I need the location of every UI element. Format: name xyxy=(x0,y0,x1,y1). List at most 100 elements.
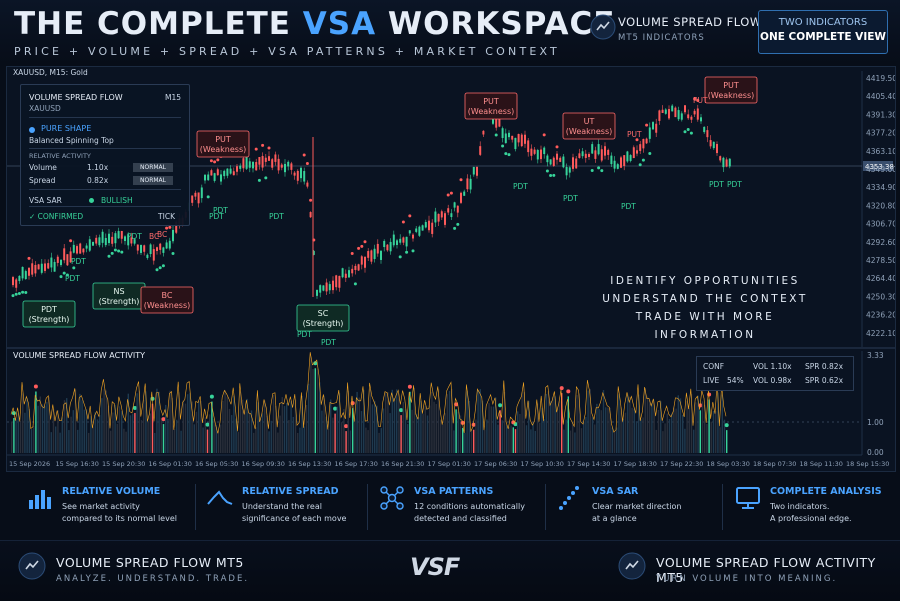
candle-body xyxy=(645,138,648,144)
annotation-box xyxy=(196,130,250,158)
candle-body xyxy=(194,192,197,197)
activity-bar xyxy=(477,390,479,453)
overlay-message: IDENTIFY OPPORTUNITIES UNDERSTAND THE CO… xyxy=(590,272,820,344)
sar-dot xyxy=(542,133,546,137)
activity-bar-highlight xyxy=(134,412,136,453)
annotation-label: (Strength) xyxy=(29,315,70,324)
candle-body xyxy=(124,236,126,242)
candle-body xyxy=(120,231,123,239)
candle-body xyxy=(476,166,478,176)
sar-dot xyxy=(254,147,258,151)
candle-body xyxy=(575,158,578,169)
activity-bar xyxy=(231,415,233,453)
candle-body xyxy=(479,146,482,155)
candle-body xyxy=(168,240,171,249)
sar-dot xyxy=(449,191,453,195)
activity-bar xyxy=(288,420,290,453)
activity-bar-highlight xyxy=(352,408,354,453)
activity-bar xyxy=(96,419,99,453)
activity-bar xyxy=(270,420,272,453)
sar-dot xyxy=(69,239,73,243)
title-accent: VSA xyxy=(302,6,377,42)
activity-dot xyxy=(161,417,166,422)
time-tick-label: 17 Sep 10:30 xyxy=(521,460,564,468)
candle-body xyxy=(66,254,69,266)
candle-body xyxy=(204,174,206,181)
activity-bar xyxy=(336,406,338,453)
activity-bar-highlight xyxy=(512,427,514,453)
activity-bar xyxy=(510,425,512,453)
candle-body xyxy=(706,130,709,138)
activity-bar xyxy=(195,411,198,453)
vsa-sar-dots xyxy=(11,97,700,314)
activity-bar xyxy=(90,416,92,453)
candle-body xyxy=(386,244,389,251)
activity-dot xyxy=(498,403,503,408)
sar-dot xyxy=(363,240,367,244)
activity-bar xyxy=(202,427,204,453)
candle-body xyxy=(552,157,555,166)
candle-body xyxy=(47,263,50,269)
activity-bar xyxy=(393,397,396,453)
activity-bar xyxy=(28,409,30,453)
live-label: LIVE xyxy=(703,376,720,385)
activity-bar xyxy=(193,424,195,453)
activity-bar xyxy=(712,411,715,453)
activity-bar xyxy=(585,416,587,453)
activity-bar xyxy=(587,390,589,453)
candle-body xyxy=(639,144,642,151)
candle-body xyxy=(540,149,542,160)
activity-bar xyxy=(627,394,629,453)
activity-bar xyxy=(200,401,202,453)
candle-body xyxy=(460,192,462,203)
activity-bar xyxy=(173,428,176,453)
info-divider xyxy=(29,206,181,207)
activity-bar xyxy=(723,419,726,453)
sar-dot xyxy=(158,266,162,270)
activity-bar xyxy=(602,390,605,453)
activity-bar xyxy=(415,413,418,453)
candle-body xyxy=(376,243,379,254)
activity-bar xyxy=(411,409,413,453)
feature-strip: RELATIVE VOLUME See market activity compa… xyxy=(0,476,900,538)
price-tick-label: 4306.70 xyxy=(866,220,895,229)
chart-canvas[interactable]: 4353.38 XAUUSD, M15: Gold VOLUME SPREAD … xyxy=(7,67,895,471)
activity-bar xyxy=(413,388,415,453)
candle-body xyxy=(562,156,565,168)
sar-dot xyxy=(501,144,505,148)
annotation-box xyxy=(140,286,194,314)
activity-bar xyxy=(719,427,721,453)
activity-bar-highlight xyxy=(151,403,154,453)
candle-body xyxy=(319,285,322,293)
activity-bar-highlight xyxy=(206,429,209,453)
footer-product-tagline: ANALYZE. UNDERSTAND. TRADE. xyxy=(56,574,250,584)
activity-bar xyxy=(264,400,266,453)
candle-body xyxy=(594,150,597,159)
feature-desc-line: A professional edge. xyxy=(770,514,852,523)
sar-dot xyxy=(161,264,165,268)
sar-dot xyxy=(590,169,594,173)
vsa-small-label: PDT xyxy=(209,212,224,221)
activity-bar xyxy=(517,411,519,453)
activity-bar xyxy=(198,401,200,453)
activity-bar xyxy=(589,389,591,453)
candle-body xyxy=(242,158,245,169)
activity-bar xyxy=(616,427,618,453)
candle-body xyxy=(338,275,341,288)
candle-body xyxy=(584,153,587,158)
candle-body xyxy=(623,155,626,167)
candle-body xyxy=(21,266,24,279)
feature-desc-line: compared to its normal level xyxy=(62,514,177,523)
activity-bar xyxy=(446,394,448,453)
activity-bar xyxy=(666,413,668,453)
activity-bar xyxy=(435,403,437,453)
candle-body xyxy=(277,158,280,171)
activity-bar xyxy=(44,405,46,453)
sar-dot xyxy=(693,97,697,101)
candle-body xyxy=(213,173,216,181)
divider xyxy=(545,484,546,530)
activity-bar xyxy=(160,417,162,453)
activity-bar xyxy=(50,432,52,453)
activity-bar xyxy=(272,394,275,453)
sar-dot xyxy=(206,195,210,199)
